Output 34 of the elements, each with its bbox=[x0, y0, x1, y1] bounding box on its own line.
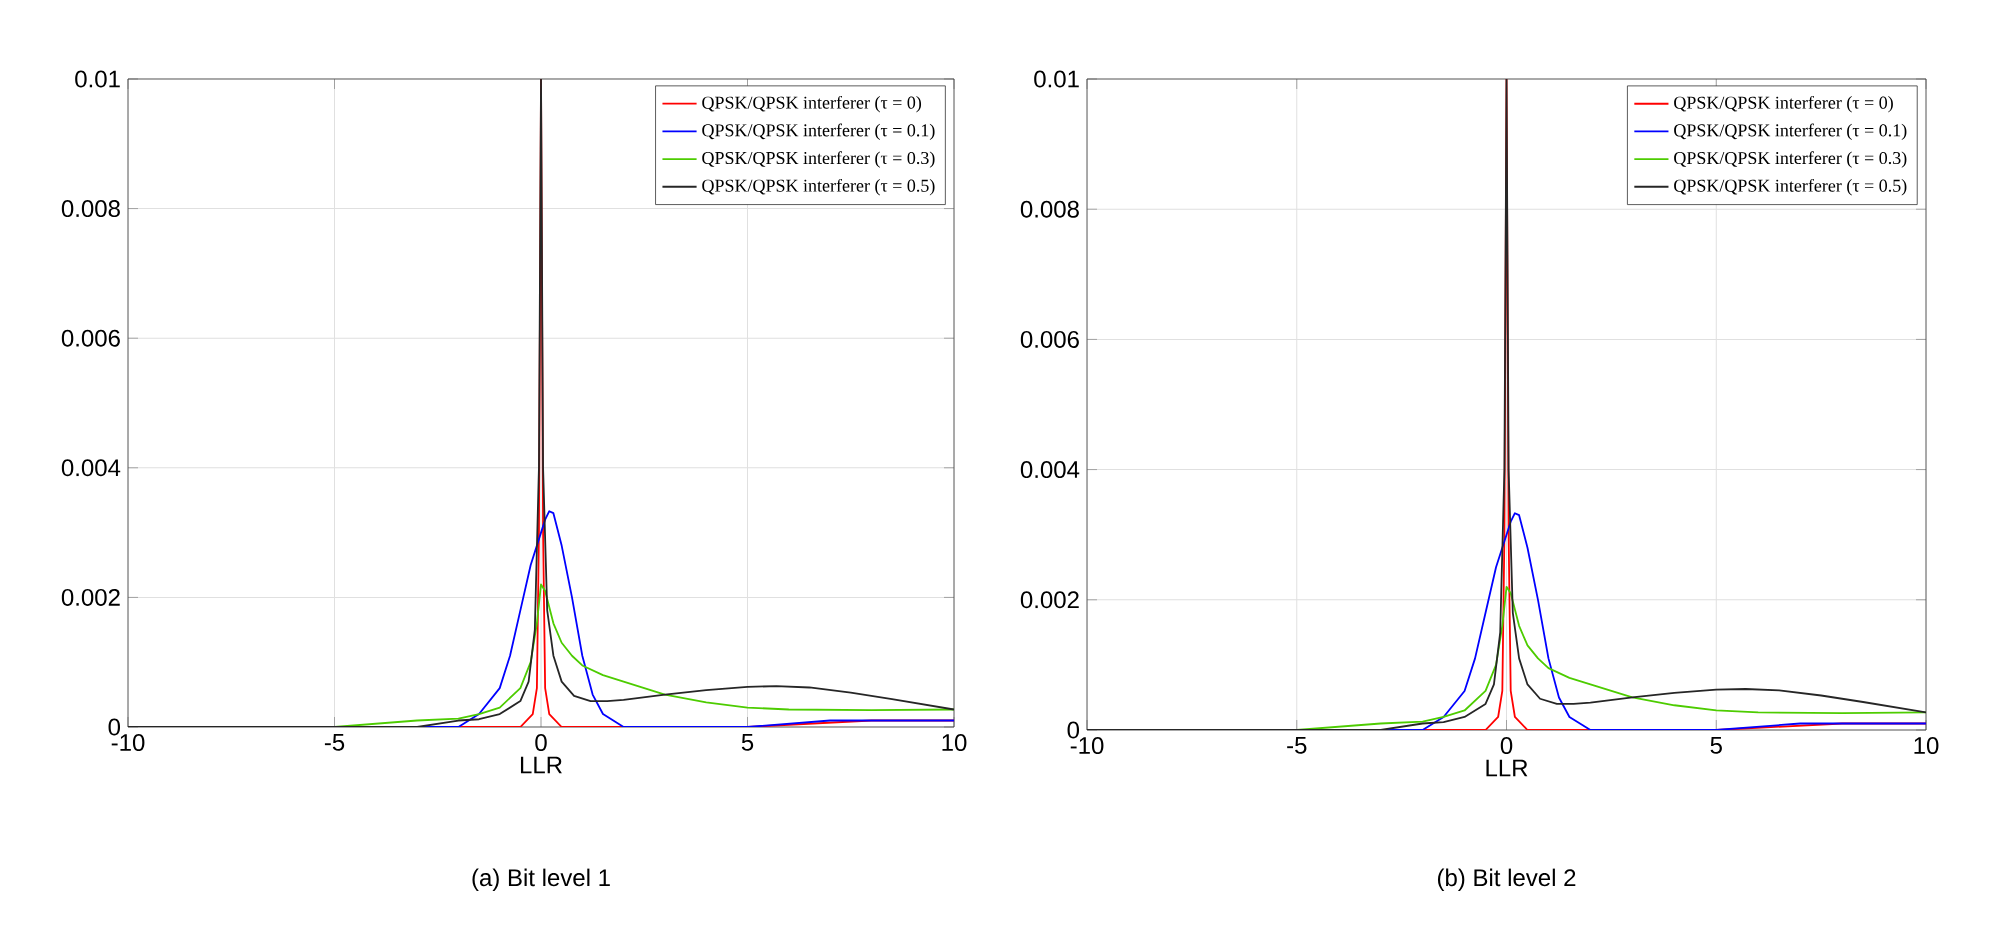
legend-label: QPSK/QPSK interferer (τ = 0.3) bbox=[702, 151, 935, 168]
y-tick-label: 0.01 bbox=[1034, 70, 1079, 88]
x-tick-label: 5 bbox=[1710, 737, 1722, 754]
legend-label: QPSK/QPSK interferer (τ = 0) bbox=[702, 95, 922, 113]
x-axis-title: LLR bbox=[1486, 759, 1528, 777]
x-axis-title: LLR bbox=[520, 756, 562, 774]
legend-label: QPSK/QPSK interferer (τ = 0.5) bbox=[702, 178, 935, 196]
legend-label: QPSK/QPSK interferer (τ = 0.1) bbox=[702, 123, 935, 141]
y-tick-label: 0.008 bbox=[61, 200, 120, 218]
x-tick-label: 10 bbox=[942, 734, 967, 752]
y-tick-label: 0.002 bbox=[61, 588, 120, 606]
y-tick-label: 0.006 bbox=[1020, 330, 1079, 348]
x-tick-label: -5 bbox=[1287, 737, 1307, 754]
y-tick-label: 0.004 bbox=[61, 459, 121, 477]
y-tick-label: 0.002 bbox=[1020, 591, 1079, 609]
x-tick-label: 10 bbox=[1914, 737, 1939, 755]
x-tick-label: -10 bbox=[1070, 737, 1104, 755]
y-tick-label: 0.01 bbox=[75, 70, 120, 88]
y-tick-label: 0.008 bbox=[1020, 200, 1079, 218]
x-tick-label: -10 bbox=[111, 734, 145, 752]
legend-label: QPSK/QPSK interferer (τ = 0.1) bbox=[1674, 123, 1907, 141]
text: (b) Bit level 2 bbox=[1437, 868, 1576, 891]
legend-label: QPSK/QPSK interferer (τ = 0) bbox=[1674, 95, 1893, 113]
x-tick-label: -5 bbox=[324, 734, 345, 751]
text: (a) Bit level 1 bbox=[472, 868, 610, 891]
y-tick-label: 0 bbox=[1067, 721, 1080, 739]
y-tick-label: 0 bbox=[108, 718, 121, 736]
y-tick-label: 0.004 bbox=[1020, 461, 1080, 479]
legend-label: QPSK/QPSK interferer (τ = 0.3) bbox=[1674, 151, 1907, 168]
x-tick-label: 0 bbox=[1500, 737, 1513, 755]
x-tick-label: 5 bbox=[741, 734, 754, 751]
x-tick-label: 0 bbox=[535, 734, 547, 752]
y-tick-label: 0.006 bbox=[61, 329, 120, 347]
legend-label: QPSK/QPSK interferer (τ = 0.5) bbox=[1674, 178, 1907, 196]
